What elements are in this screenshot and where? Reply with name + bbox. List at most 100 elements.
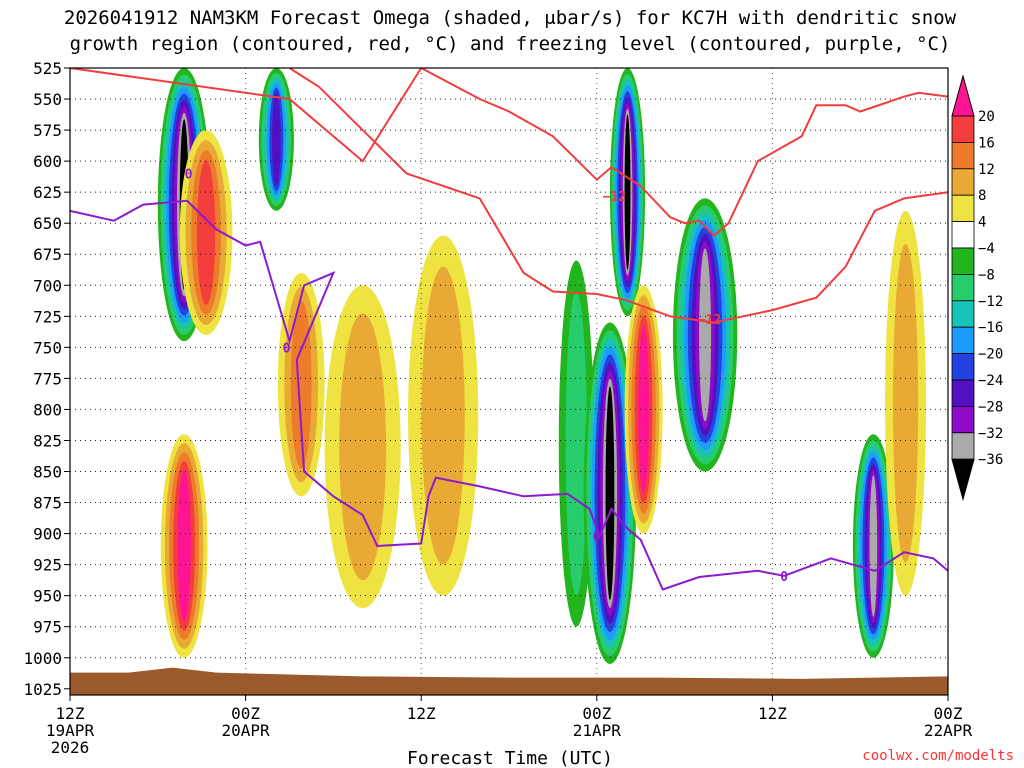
omega-shade [339,313,387,581]
omega-shade [196,160,216,305]
omega-shade [638,325,650,494]
colorbar-label: −32 [978,426,1003,442]
contour-labels: −12 −12 0 0 0 0 [185,168,789,585]
y-tick-label: 700 [33,276,62,295]
x-tick-label: 22APR [924,721,973,740]
y-tick-label: 850 [33,463,62,482]
omega-blob-9 [583,322,637,664]
colorbar-label: 20 [978,109,995,125]
omega-blob-8 [609,68,646,317]
colorbar-segment [951,405,975,434]
omega-shade [605,386,615,600]
omega-shade [699,248,712,422]
colorbar-label: 8 [978,188,986,204]
x-tick-label: 12Z [56,704,85,723]
x-tick-label: 21APR [573,721,622,740]
colorbar-label: −36 [978,452,1003,468]
x-tick-label: 2026 [51,738,90,757]
dgz-contour-upper [70,68,948,237]
chart-title-line1: 2026041912 NAM3KM Forecast Omega (shaded… [64,7,957,29]
omega-blob-5 [324,285,401,609]
colorbar-segment [951,168,975,196]
omega-shade [624,114,631,270]
colorbar-segment [951,432,975,460]
colorbar-label: 4 [978,215,986,231]
colorbar-segment [951,221,975,249]
y-tick-label: 600 [33,152,62,171]
dgz-contour-lower [288,68,948,324]
y-tick-label: 550 [33,90,62,109]
y-tick-label: 925 [33,556,62,575]
y-tick-label: 725 [33,307,62,326]
x-tick-label: 00Z [934,704,963,723]
colorbar-segment [951,379,975,407]
y-tick-label: 675 [33,245,62,264]
colorbar: 20 16 12 8 4 −4 −8 −12 −16 −20 −24 −28 −32 −36 [951,74,1003,502]
omega-shade [177,470,191,622]
colorbar-segment [951,247,975,275]
y-tick-label: 1000 [23,649,62,668]
x-axis-label: Forecast Time (UTC) [407,748,613,768]
omega-shade [565,292,588,596]
colorbar-segment [951,194,975,222]
y-tick-label: 525 [33,59,62,78]
contour-label: 0 [283,341,291,356]
colorbar-label: −28 [978,399,1003,415]
y-tick-label: 625 [33,183,62,202]
colorbar-label: 12 [978,162,995,178]
omega-shade [272,92,281,187]
y-tick-label: 775 [33,369,62,388]
contour-label: 0 [780,570,788,585]
y-tick-label: 750 [33,338,62,357]
chart-title-line2: growth region (contoured, red, °C) and f… [70,33,951,55]
colorbar-segment [951,115,975,143]
x-tick-label: 00Z [231,704,260,723]
omega-blob-10 [624,285,663,534]
y-tick-label: 825 [33,431,62,450]
colorbar-segment [951,326,975,355]
colorbar-segment [951,141,975,170]
colorbar-label: −16 [978,320,1003,336]
y-axis-ticks: 525 550 575 600 625 650 675 700 725 750 775 800 825 8… [23,59,70,699]
colorbar-segment [951,300,975,328]
contour-label: 0 [593,530,601,545]
y-tick-label: 575 [33,121,62,140]
y-tick-label: 800 [33,400,62,419]
colorbar-label: −8 [978,267,995,283]
colorbar-bottom-arrow [951,458,975,502]
omega-shade [421,266,465,565]
credit-text: coolwx.com/modelts [862,748,1014,764]
y-tick-label: 875 [33,494,62,513]
contour-label: −12 [603,190,626,205]
omega-shade [892,244,919,563]
colorbar-segment [951,353,975,381]
omega-blob-11 [672,198,738,472]
x-tick-label: 12Z [758,704,787,723]
omega-blob-1 [179,130,233,335]
contour-label: −12 [698,313,721,328]
x-tick-label: 12Z [407,704,436,723]
colorbar-label: −12 [978,294,1003,310]
y-tick-label: 1025 [23,680,62,699]
colorbar-label: −20 [978,347,1003,363]
x-tick-label: 20APR [222,721,271,740]
x-tick-label: 00Z [582,704,611,723]
x-tick-label: 19APR [46,721,95,740]
omega-blob-12 [852,434,894,658]
freezing-level-contour [70,199,948,591]
omega-shade [290,300,312,469]
y-tick-label: 650 [33,214,62,233]
omega-shade [869,475,878,617]
y-tick-label: 975 [33,618,62,637]
colorbar-top-arrow [951,74,975,117]
colorbar-label: −24 [978,373,1003,389]
omega-blob-3 [258,68,294,211]
plot-frame [69,67,949,696]
plot-area: −12 −12 0 0 0 0 [70,68,948,695]
y-tick-label: 950 [33,587,62,606]
colorbar-segment [951,273,975,302]
omega-blob-6 [408,235,479,596]
colorbar-label: 16 [978,135,995,151]
